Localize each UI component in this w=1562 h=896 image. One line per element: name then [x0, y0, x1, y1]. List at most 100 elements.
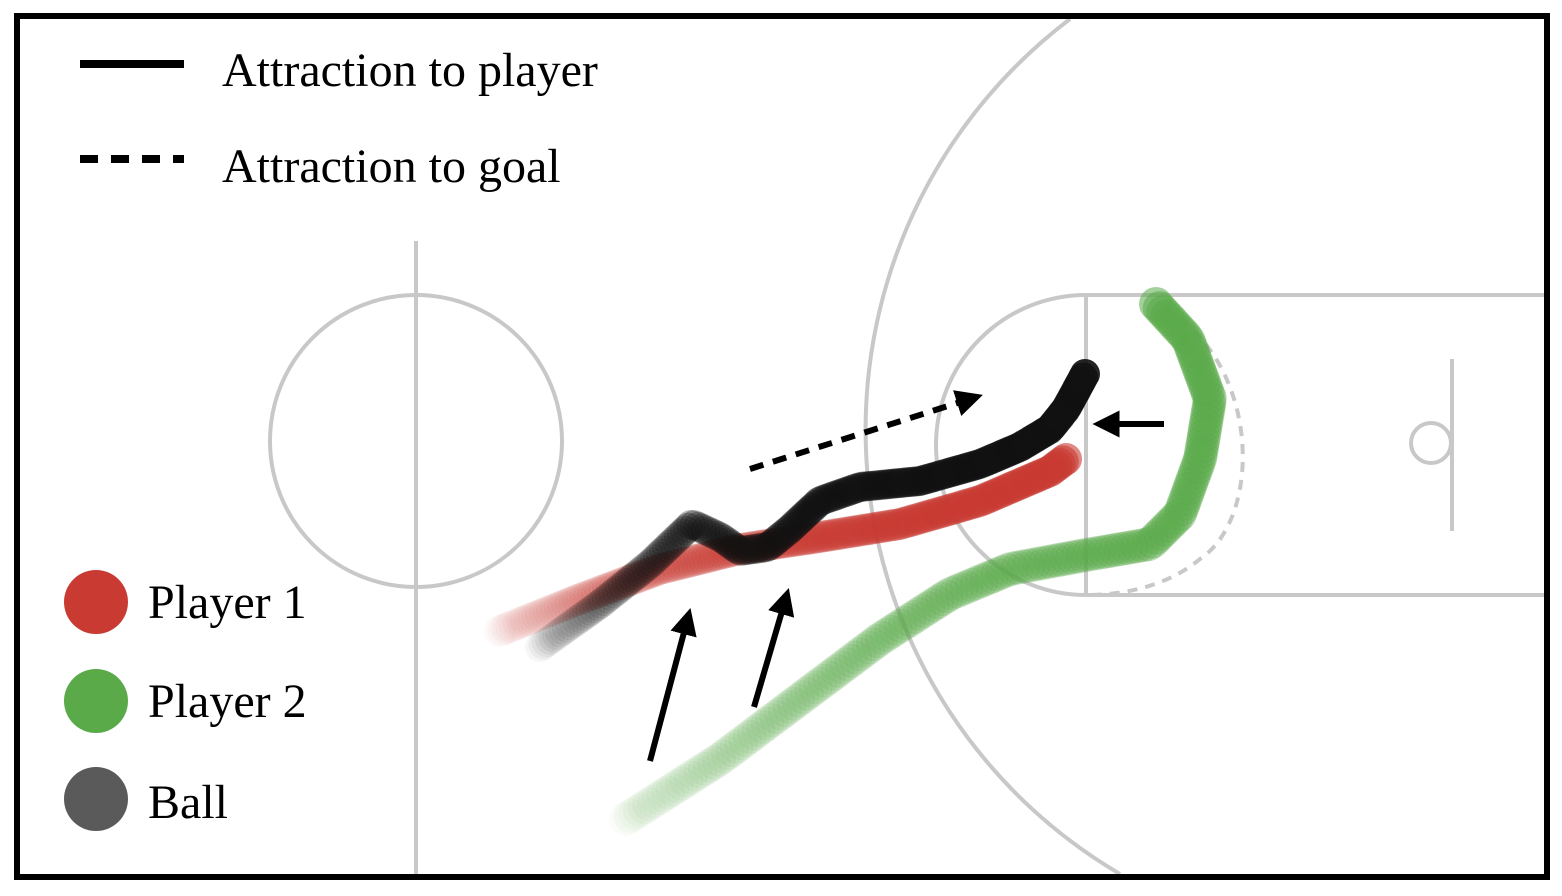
- player2-trajectory-point: [1186, 418, 1221, 453]
- ball-trajectory-point: [673, 512, 703, 543]
- player2-trajectory-point: [920, 585, 955, 620]
- diagram-frame: Attraction to player Attraction to goal …: [14, 13, 1550, 880]
- player1-trajectory-point: [887, 507, 920, 539]
- player2-trajectory-point: [1098, 532, 1133, 567]
- player1-trajectory-point: [929, 494, 962, 527]
- player2-trajectory-point: [627, 790, 662, 825]
- player1-trajectory-point: [871, 510, 904, 542]
- player1-trajectory-point: [863, 511, 896, 544]
- player1-trajectory-point: [733, 531, 766, 564]
- player2-trajectory-point: [781, 683, 816, 718]
- ball-trajectory-point: [558, 607, 589, 638]
- player2-trajectory-point: [959, 565, 994, 600]
- player1-trajectory-point: [532, 595, 565, 628]
- legend-label-player2: Player 2: [148, 675, 307, 728]
- ball-trajectory-point: [734, 534, 765, 565]
- ball-trajectory-point: [667, 518, 697, 549]
- ball-trajectory-point: [595, 580, 626, 611]
- center-circle: [268, 293, 564, 589]
- player2-trajectory-point: [622, 793, 657, 828]
- key-area: [1084, 293, 1544, 597]
- legend-label-attraction-to-goal: Attraction to goal: [222, 140, 561, 193]
- player2-trajectory-point: [1168, 481, 1203, 516]
- player1-trajectory-point: [902, 502, 935, 535]
- player2-trajectory-point: [897, 600, 932, 634]
- player1-trajectory-point: [749, 529, 782, 562]
- player2-trajectory-point: [1181, 445, 1216, 480]
- player2-trajectory-point: [816, 657, 851, 691]
- player1-trajectory-point: [757, 528, 790, 560]
- player1-trajectory-point: [603, 568, 636, 601]
- ball-trajectory-point: [592, 583, 622, 614]
- player2-trajectory-point: [915, 588, 950, 623]
- ball-trajectory-point: [525, 632, 555, 662]
- player2-trajectory-point: [692, 748, 727, 783]
- player2-trajectory-point: [701, 742, 736, 777]
- player1-trajectory-point: [621, 561, 654, 594]
- player2-trajectory-point: [632, 787, 667, 822]
- ball-trajectory-point: [730, 535, 761, 566]
- legend-label-player1: Player 1: [148, 576, 307, 629]
- player1-trajectory-point: [521, 600, 554, 633]
- player1-trajectory-point: [694, 540, 727, 573]
- player2-trajectory-point: [964, 563, 999, 598]
- player1-trajectory-point: [629, 558, 662, 591]
- player1-trajectory-point: [773, 525, 806, 558]
- player1-trajectory-point: [506, 606, 539, 639]
- player2-trajectory-point: [1120, 529, 1155, 564]
- player1-trajectory-point: [659, 549, 692, 582]
- player2-trajectory-point: [1055, 540, 1089, 575]
- player1-trajectory-point: [808, 520, 841, 553]
- ball-trajectory-point: [585, 588, 616, 619]
- player2-trajectory-point: [794, 673, 829, 708]
- ball-trajectory-point: [1070, 359, 1100, 389]
- player1-trajectory-point: [576, 578, 609, 611]
- ball-trajectory-point: [535, 624, 566, 655]
- player2-trajectory-point: [710, 736, 745, 771]
- player2-trajectory-point: [750, 706, 785, 741]
- ball-trajectory-point: [719, 532, 750, 562]
- ball-trajectory-point: [702, 520, 732, 551]
- player1-trajectory-point: [710, 536, 743, 569]
- ball-trajectory-point: [630, 552, 661, 583]
- player2-trajectory-point: [1172, 471, 1207, 506]
- player2-trajectory-point: [833, 643, 868, 678]
- hoop: [1409, 421, 1453, 465]
- player2-trajectory-point: [990, 553, 1025, 588]
- player1-trajectory-point: [644, 552, 677, 585]
- player1-trajectory-point: [683, 543, 715, 576]
- ball-trajectory-point: [715, 529, 746, 560]
- restricted-area-dashed: [1091, 317, 1245, 597]
- player1-trajectory-point: [655, 550, 688, 582]
- ball-trajectory-point: [661, 524, 691, 555]
- player2-trajectory-point: [1044, 542, 1079, 577]
- attraction-arrows: [647, 390, 1164, 762]
- ball-trajectory-point: [528, 629, 559, 660]
- player2-trajectory-point: [874, 614, 909, 649]
- player2-trajectory-point: [1022, 546, 1057, 581]
- ball-trajectory-point: [712, 527, 743, 558]
- ball-trajectory-point: [754, 530, 785, 561]
- player2-trajectory-point: [878, 611, 913, 646]
- player2-trajectory-point: [847, 633, 882, 668]
- player1-trajectory-point: [640, 554, 673, 587]
- ball-trajectory-point: [568, 600, 599, 631]
- player2-trajectory-point: [1017, 547, 1052, 582]
- player2-trajectory-point: [660, 769, 694, 804]
- ball-trajectory-point: [611, 567, 642, 598]
- player2-trajectory-point: [678, 757, 713, 792]
- player1-trajectory-point: [816, 519, 849, 551]
- player2-trajectory-point: [901, 597, 936, 631]
- player1-trajectory-point: [610, 565, 643, 598]
- player1-trajectory-point: [524, 598, 557, 631]
- ball-trajectory-point: [690, 515, 721, 546]
- ball-trajectory-point: [687, 513, 717, 544]
- player1-trajectory-point: [899, 503, 931, 536]
- player1-trajectory-point: [875, 509, 908, 542]
- player2-trajectory-point: [1125, 528, 1160, 563]
- player1-trajectory-point: [652, 551, 684, 583]
- ball-trajectory-point: [582, 591, 613, 621]
- ball-trajectory-point: [694, 517, 725, 548]
- player2-trajectory-point: [855, 627, 890, 662]
- player2-trajectory-point: [767, 693, 802, 728]
